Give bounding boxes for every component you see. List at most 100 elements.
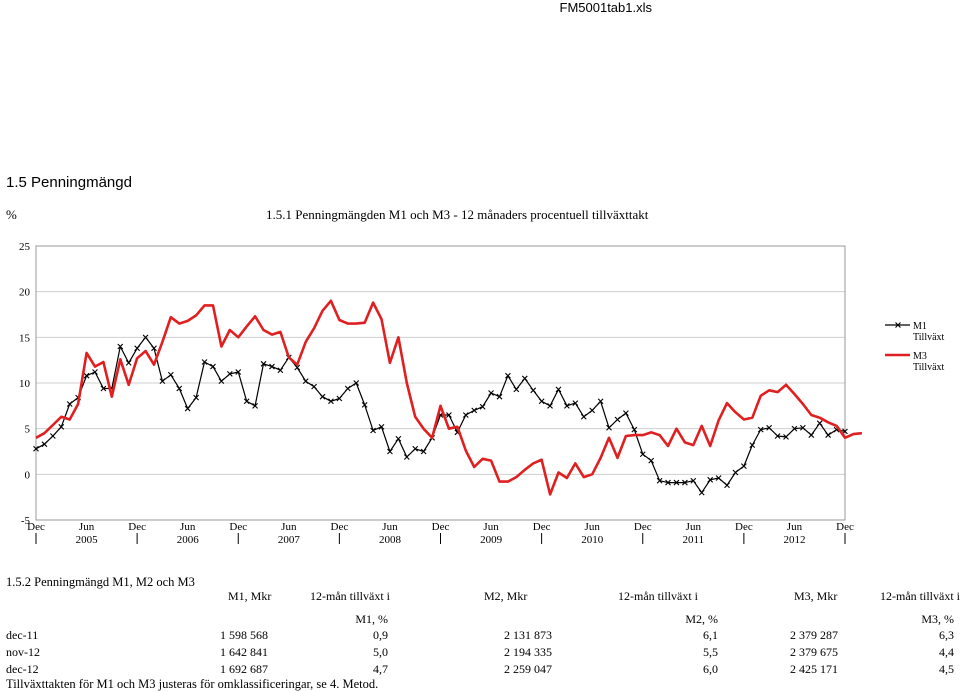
data-point [66,401,73,407]
data-point [521,375,528,382]
data-point [134,345,141,352]
data-point [235,369,242,375]
x-tick-month: Jun [180,521,196,533]
x-tick-year: 2007 [278,534,301,546]
data-point [328,398,334,405]
data-point [378,423,385,430]
section-title: 1.5 Penningmängd [6,174,132,191]
data-point [395,435,402,442]
x-tick-year: 2009 [480,534,503,546]
data-point [496,393,503,400]
x-tick-month: Dec [27,521,45,533]
table-cell: 4,7 [373,662,388,676]
x-tick-month: Dec [836,521,854,533]
x-tick-year: 2010 [581,534,604,546]
data-point [218,378,225,385]
data-point [277,367,284,374]
data-point [816,420,823,427]
data-point [749,442,756,448]
data-point [505,372,511,379]
legend-label: M1 [913,321,927,332]
table-cell: 5,5 [703,645,718,659]
x-tick-year: 2011 [683,534,705,546]
data-point [184,405,191,412]
data-point [808,432,815,438]
table-cell: 2 379 287 [790,628,838,642]
data-point [361,402,368,408]
data-point [783,433,789,440]
table-cell: 4,5 [939,662,954,676]
y-tick-label: 10 [19,378,31,390]
data-point [294,364,301,371]
data-point [479,403,486,410]
data-point [226,370,233,377]
data-point [269,363,275,370]
subheader-m1-pct: M1, % [355,612,388,626]
x-tick-month: Dec [634,521,652,533]
data-point [648,457,655,464]
header-m2-mkr: M2, Mkr [484,589,528,603]
data-point [41,441,48,448]
legend-marker [895,322,901,328]
table-cell: 1 598 568 [220,628,268,642]
data-point [614,416,621,423]
data-point [117,343,124,350]
data-point [58,423,65,430]
data-point [606,424,612,431]
data-point [302,378,309,385]
y-tick-label: 5 [25,424,31,436]
data-point [530,387,537,394]
data-point [732,469,739,476]
data-point [665,479,671,486]
data-point [336,395,343,402]
data-point [538,398,545,405]
data-point [842,428,848,435]
x-tick-month: Jun [281,521,297,533]
data-point [673,479,680,486]
series-layer [33,299,863,496]
data-point [656,477,663,484]
data-point [193,394,200,401]
data-point [33,445,39,452]
legend-label: Tillväxt [913,362,945,373]
data-point [243,398,250,405]
header-m3-mkr: M3, Mkr [794,589,838,603]
header-m2-growth: 12-mån tillväxt i [618,589,698,603]
data-point [766,424,773,431]
x-tick-year: 2008 [379,534,402,546]
table-row: dec-12 1 692 687 4,7 2 259 047 6,0 2 425 171 4… [0,662,960,678]
x-tick-month: Jun [79,521,95,533]
y-tick-label: 0 [25,469,31,481]
y-tick-label: 20 [19,287,31,299]
data-point [631,426,638,433]
data-point [488,390,494,396]
data-point [125,360,132,366]
table-cell: 6,3 [939,628,954,642]
data-point [167,371,174,378]
data-point [92,369,98,375]
data-point [589,407,596,414]
data-point [564,402,570,409]
data-point [142,334,149,341]
plot-area [35,245,846,521]
table-note: Tillväxttakten för M1 och M3 justeras fö… [6,677,379,691]
data-point [462,412,469,418]
table-cell: 0,9 [373,628,388,642]
x-tick-month: Dec [432,521,450,533]
data-point [201,359,208,365]
data-point [159,378,166,385]
subheader-m2-pct: M2, % [685,612,718,626]
table-cell: 2 131 873 [504,628,552,642]
x-tick-month: Dec [533,521,551,533]
data-point [572,400,579,406]
x-tick-month: Dec [128,521,146,533]
table-row: nov-12 1 642 841 5,0 2 194 335 5,5 2 379 675 4… [0,645,960,661]
data-point [100,385,107,392]
data-point [513,386,520,393]
data-point [707,476,714,483]
data-point [252,402,258,409]
table-cell: 2 425 171 [790,662,838,676]
row-label: nov-12 [6,645,40,659]
